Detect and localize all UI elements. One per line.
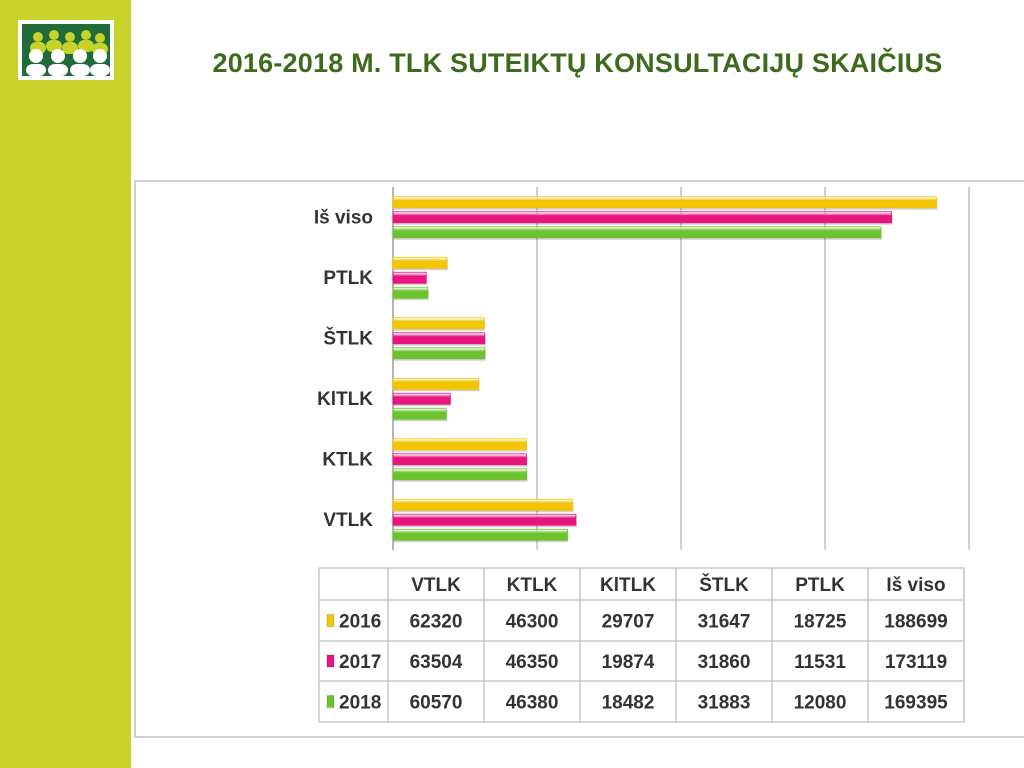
bar-2016-PTLK [392, 256, 448, 269]
table-cell: 60570 [410, 693, 463, 714]
category-label: KTLK [322, 449, 373, 470]
table-cell: 31883 [698, 693, 751, 714]
bar-2018-Iš viso [392, 226, 882, 239]
bar-2017-ŠTLK [392, 332, 486, 345]
table-header-cell: KTLK [507, 575, 558, 596]
category-label: PTLK [323, 268, 373, 289]
table-cell: 188699 [884, 612, 947, 633]
table-cell: 46350 [506, 652, 559, 673]
table-header-cell: KlTLK [600, 575, 656, 596]
bar-2018-KTLK [392, 468, 527, 481]
data-table [318, 567, 965, 723]
table-cell: 18482 [602, 693, 655, 714]
bar-2016-ŠTLK [392, 317, 485, 330]
table-header-cell: PTLK [795, 575, 845, 596]
bar-2017-KTLK [392, 453, 527, 466]
bar-2017-PTLK [392, 271, 427, 284]
chart-frame: VTLK KTLK KlTLK ŠTLK PTLK Iš viso VTLK KTLK KlTL… [134, 180, 1024, 738]
bar-2016-VTLK [392, 498, 573, 511]
legend-key-2016 [326, 614, 335, 627]
bar-2016-KlTLK [392, 377, 479, 390]
table-cell: 46300 [506, 612, 559, 633]
table-cell: 63504 [410, 652, 463, 673]
bar-2018-PTLK [392, 286, 429, 299]
bar-2018-KlTLK [392, 407, 447, 420]
table-cell: 19874 [602, 652, 655, 673]
sidebar-band [0, 0, 131, 768]
table-header-cell: VTLK [411, 575, 461, 596]
bar-2016-Iš viso [392, 196, 937, 209]
table-cell: 12080 [794, 693, 847, 714]
legend-label: 2017 [339, 652, 381, 673]
bar-2018-ŠTLK [392, 347, 486, 360]
table-cell: 29707 [602, 612, 655, 633]
legend-key-2017 [326, 654, 335, 668]
bar-chart: VTLK KTLK KlTLK ŠTLK PTLK Iš viso VTLK KTLK KlTL… [314, 187, 970, 723]
table-cell: 31647 [698, 612, 751, 633]
table-header-cell: ŠTLK [699, 574, 749, 596]
bar-2017-Iš viso [392, 211, 892, 224]
table-cell: 31860 [698, 652, 751, 673]
table-cell: 173119 [885, 652, 947, 673]
category-label: VTLK [323, 510, 373, 531]
bar-2016-KTLK [392, 438, 527, 451]
category-label: ŠTLK [323, 327, 373, 349]
legend-key-2018 [326, 695, 335, 708]
table-cell: 46380 [506, 693, 559, 714]
table-cell: 62320 [410, 612, 463, 633]
bar-2017-VTLK [392, 513, 577, 526]
legend-label: 2016 [339, 612, 381, 633]
table-cell: 169395 [884, 693, 948, 714]
legend-label: 2018 [339, 693, 381, 714]
table-cell: 11531 [794, 652, 846, 673]
category-label: Iš viso [314, 207, 373, 228]
people-group-icon [22, 24, 110, 76]
bar-2018-VTLK [392, 528, 568, 541]
bar-2017-KlTLK [392, 392, 451, 405]
table-header-cell: Iš viso [886, 575, 945, 596]
table-cell: 18725 [794, 612, 847, 633]
logo [18, 20, 114, 80]
category-label: KlTLK [317, 389, 373, 410]
page-title: 2016-2018 M. TLK SUTEIKTŲ KONSULTACIJŲ S… [212, 48, 943, 78]
